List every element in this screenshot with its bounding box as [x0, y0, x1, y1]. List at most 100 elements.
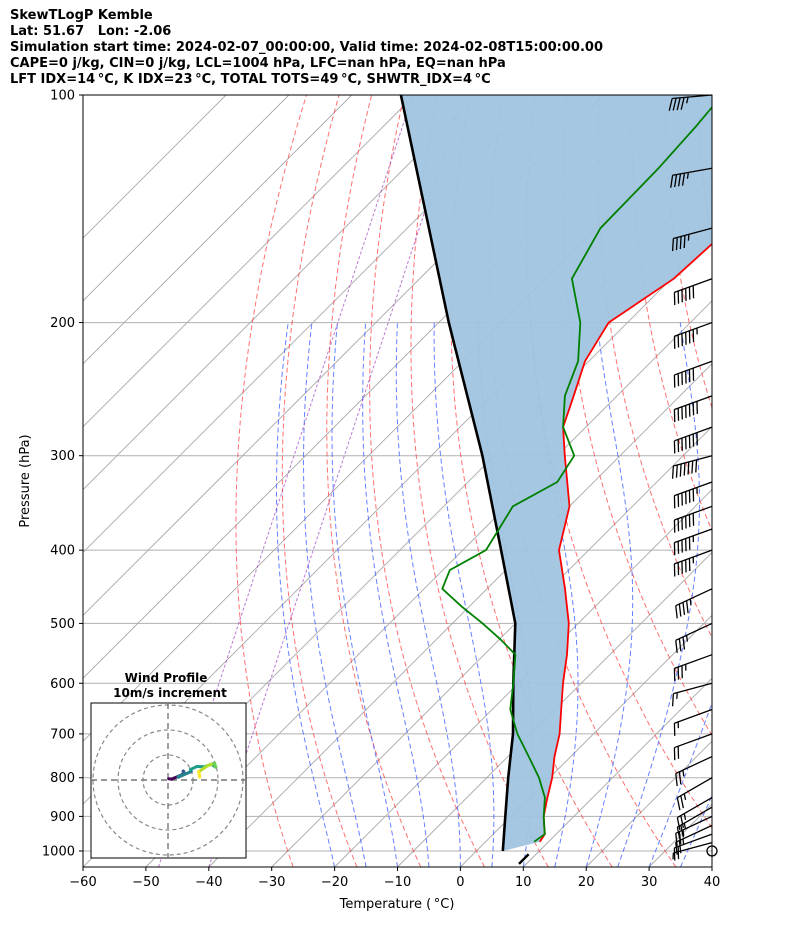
barb-flag [680, 97, 685, 110]
barb-staff [673, 842, 713, 854]
isotherm-line [83, 95, 290, 302]
barb-flag [682, 636, 686, 650]
barb-flag [676, 97, 681, 111]
cape-cin-area [400, 95, 712, 851]
x-tick-label: 30 [641, 875, 658, 890]
wind-barb [673, 321, 713, 349]
wind-barbs [668, 94, 718, 861]
wind-barb [668, 94, 713, 111]
moist-adiabat [395, 322, 461, 867]
x-tick-label: −40 [195, 875, 222, 890]
isotherm-line [522, 677, 712, 867]
barb-flag [680, 795, 684, 809]
x-tick-label: 0 [456, 875, 464, 890]
barb-half-flag [682, 838, 685, 846]
dry-adiabat [763, 95, 794, 867]
isotherm-line [271, 426, 712, 867]
barb-staff [675, 824, 713, 843]
wind-barb [671, 682, 713, 707]
barb-flag [675, 605, 678, 619]
wind-profile-inset: Wind Profile 10m/s increment [90, 671, 247, 859]
y-tick-label: 500 [50, 617, 75, 632]
wind-barb [673, 833, 713, 861]
wind-barb [675, 755, 713, 787]
barb-flag [683, 235, 686, 249]
barb-half-flag [682, 769, 685, 777]
barb-flag [687, 461, 690, 475]
barb-staff [674, 654, 713, 669]
barb-flag [679, 463, 682, 477]
barb-flag [680, 825, 684, 838]
barb-flag [680, 815, 684, 829]
barb-flag [677, 173, 682, 187]
x-tick-label: 40 [704, 875, 721, 890]
cape-shading [400, 95, 712, 851]
barb-half-flag [683, 793, 687, 801]
chart-header: SkewTLogP Kemble Lat: 51.67 Lon: -2.06 S… [10, 8, 603, 88]
moist-adiabat [617, 322, 701, 867]
barb-staff [675, 588, 713, 607]
barb-staff [675, 622, 713, 641]
isotherm-line [83, 95, 353, 365]
wind-barb [673, 549, 713, 577]
barb-half-flag [683, 813, 687, 820]
y-tick-label: 600 [50, 677, 75, 692]
barb-flag [675, 773, 678, 787]
inset-title: Wind Profile [125, 671, 208, 685]
wind-barb [675, 622, 713, 653]
wind-barb [675, 588, 713, 619]
chart-title: SkewTLogP Kemble [10, 8, 153, 23]
isotherm-line [775, 95, 794, 867]
isotherm-line [83, 95, 227, 239]
x-tick-label: 20 [578, 875, 595, 890]
y-tick-label: 800 [50, 771, 75, 786]
dry-adiabat [562, 95, 712, 737]
barb-staff [675, 755, 713, 775]
barb-flag [675, 842, 678, 855]
barb-flag [691, 460, 694, 474]
y-tick-label: 700 [50, 727, 75, 742]
barb-flag [681, 173, 686, 186]
barb-flag [683, 462, 686, 476]
barb-flag [675, 464, 678, 478]
barb-staff [672, 167, 713, 176]
barb-staff [674, 708, 713, 724]
x-axis-ticks: −60 −50 −40 −30 −20 −10 0 10 20 30 40 [69, 867, 720, 890]
barb-flag [682, 602, 686, 615]
moist-adiabat [331, 322, 398, 867]
sounding-lines [399, 95, 712, 865]
barb-half-flag [685, 96, 689, 104]
moist-adiabat [680, 794, 712, 867]
x-tick-label: −30 [258, 875, 285, 890]
barb-flag [676, 817, 681, 831]
x-tick-label: −60 [69, 875, 96, 890]
dry-adiabat [281, 95, 358, 867]
isotherm-line [460, 614, 712, 867]
barb-half-flag [683, 823, 687, 830]
barb-flag [678, 840, 682, 854]
dry-adiabat [730, 95, 794, 867]
dry-adiabat [369, 95, 485, 867]
wind-barb [673, 528, 713, 556]
wind-barb [673, 708, 713, 736]
moist-adiabat [433, 322, 495, 867]
cape-text: CAPE=0 j/kg, CIN=0 j/kg, LCL=1004 hPa, L… [10, 56, 506, 71]
x-tick-label: −10 [384, 875, 411, 890]
moist-adiabat [276, 322, 336, 867]
time-text: Simulation start time: 2024-02-07_00:00:… [10, 40, 603, 55]
moist-adiabat [585, 322, 634, 867]
barb-flag [675, 640, 678, 653]
wind-barb [673, 733, 713, 761]
barb-flag [670, 175, 674, 188]
barb-half-flag [689, 598, 692, 606]
barb-flag [678, 638, 682, 652]
barb-half-flag [682, 829, 685, 837]
barb-staff [673, 455, 713, 467]
barb-flag [675, 237, 678, 251]
y-tick-label: 1000 [42, 844, 75, 859]
barb-staff [677, 777, 713, 799]
y-tick-label: 900 [50, 810, 75, 825]
moist-adiabat [648, 701, 712, 867]
dry-adiabat [597, 95, 712, 639]
